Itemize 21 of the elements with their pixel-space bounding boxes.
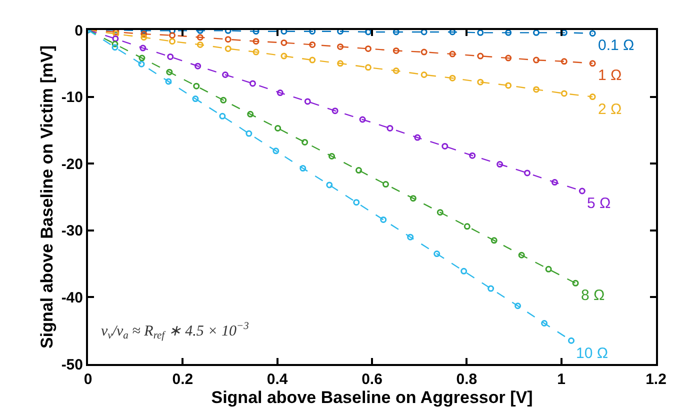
- annotation: v$_{v}$/v$_{a}$ ≈ R$_{ref}$ ∗ 4.5 × 10$^{−3}$: [101, 321, 249, 342]
- y-tick-label: -20: [61, 156, 83, 173]
- x-tick-label: 1.2: [646, 371, 666, 388]
- x-axis-title: Signal above Baseline on Aggressor [V]: [211, 388, 533, 407]
- y-tick-label: -30: [61, 222, 83, 240]
- series-label: 10 Ω: [576, 345, 608, 362]
- series-label: 0.1 Ω: [598, 37, 634, 54]
- x-tick-label: 0.2: [172, 371, 194, 388]
- y-tick-label: 0: [74, 22, 83, 40]
- x-tick-label: 0.4: [266, 371, 288, 388]
- x-tick-label: 1: [557, 371, 566, 388]
- x-tick-label: 0.8: [456, 371, 478, 388]
- x-tick-label: 0.6: [362, 371, 382, 388]
- y-axis-title: Signal above Baseline on Victim [mV]: [37, 46, 56, 348]
- series-label: 2 Ω: [598, 101, 622, 118]
- y-tick-label: -10: [61, 89, 83, 106]
- series-label: 8 Ω: [581, 287, 605, 304]
- y-tick-label: -50: [61, 356, 83, 374]
- y-tick-label: -40: [61, 289, 83, 306]
- series-label: 1 Ω: [598, 67, 622, 84]
- series-label: 5 Ω: [587, 195, 611, 212]
